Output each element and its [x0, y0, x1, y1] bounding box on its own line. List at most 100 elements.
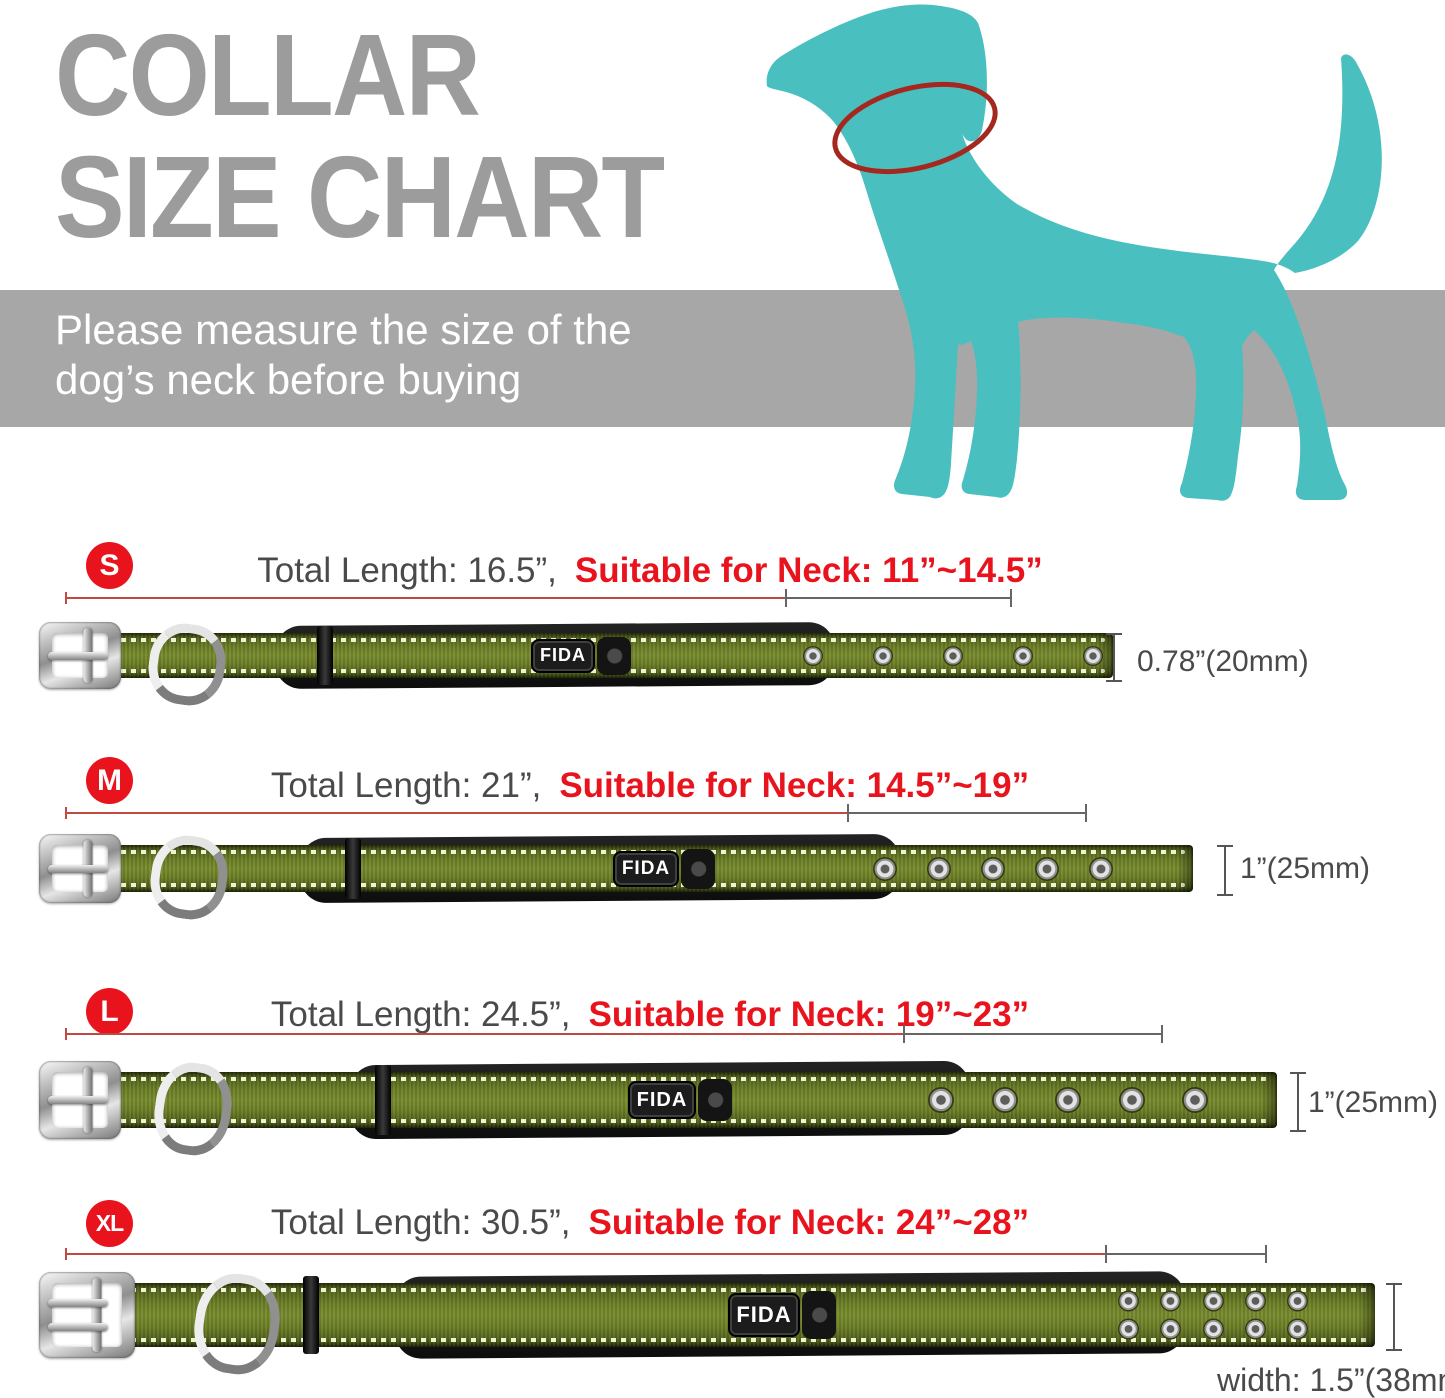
measure-notice-text: Please measure the size of the dog’s nec… — [55, 305, 632, 405]
collar-image-l: FIDA — [39, 1056, 1277, 1160]
collar-loop — [597, 636, 631, 675]
eyelet — [1083, 645, 1103, 666]
neck-range-l: Suitable for Neck: 19”~23” — [588, 995, 1030, 1034]
eyelet — [1202, 1318, 1224, 1340]
reflective-stitch-bottom — [81, 669, 1105, 673]
eyelet — [1055, 1087, 1081, 1113]
reflective-stitch-bottom — [81, 1119, 1269, 1123]
neck-range-line-m — [847, 804, 1087, 822]
size-text-m: Total Length: 21”, Suitable for Neck: 14… — [150, 766, 1150, 806]
width-label-s: 0.78”(20mm) — [1137, 645, 1309, 678]
size-badge-s: S — [86, 542, 133, 589]
width-bracket-xl — [1386, 1283, 1402, 1351]
total-length-line-xl — [65, 1248, 1105, 1260]
page-title: COLLAR SIZE CHART — [55, 10, 665, 262]
measure-notice-line2: dog’s neck before buying — [55, 356, 522, 403]
collar-loop — [698, 1079, 732, 1121]
brand-label: FIDA — [613, 850, 679, 887]
eyelet-row — [803, 645, 1103, 666]
collar-webbing: FIDA — [73, 845, 1193, 892]
page-title-line1: COLLAR — [55, 10, 481, 140]
brand-label: FIDA — [628, 1081, 696, 1119]
total-length-line-m — [65, 807, 847, 819]
collar-keeper — [375, 1065, 391, 1135]
eyelet — [1160, 1290, 1182, 1312]
brand-label: FIDA — [531, 638, 595, 673]
buckle-prong — [48, 864, 108, 873]
eyelet — [1244, 1290, 1266, 1312]
size-text-l: Total Length: 24.5”, Suitable for Neck: … — [150, 995, 1150, 1035]
collar-keeper — [303, 1276, 319, 1354]
width-bracket-s — [1106, 633, 1122, 682]
size-badge-xl: XL — [86, 1200, 133, 1247]
neck-range-line-l — [903, 1025, 1163, 1043]
eyelet — [1013, 645, 1033, 666]
eyelet — [873, 856, 897, 881]
eyelet — [991, 1087, 1018, 1113]
eyelet — [1182, 1087, 1208, 1113]
eyelet — [928, 1087, 954, 1113]
eyelet-holes — [803, 645, 1103, 666]
brand-label-text: FIDA — [736, 1302, 792, 1327]
size-badge-m: M — [86, 757, 133, 804]
total-length-line-s — [65, 592, 785, 604]
eyelet — [1118, 1318, 1139, 1340]
width-label-xl: width: 1.5”(38mm) — [1217, 1362, 1445, 1398]
neck-range-line-s — [785, 589, 1012, 607]
dog-body-shape — [766, 4, 1382, 501]
eyelet-row — [873, 856, 1113, 881]
buckle-prong — [48, 651, 108, 660]
reflective-stitch-top — [81, 1288, 1367, 1292]
reflective-stitch-top — [81, 1077, 1269, 1081]
total-length-m: Total Length: 21”, — [270, 766, 542, 805]
eyelet — [1035, 856, 1059, 881]
brand-label-text: FIDA — [621, 857, 671, 879]
eyelet — [1118, 1290, 1139, 1312]
collar-image-s: FIDA — [39, 617, 1113, 710]
collar-buckle — [39, 1061, 121, 1139]
eyelet — [803, 645, 823, 666]
eyelet-holes — [928, 1087, 1208, 1113]
buckle-prong — [48, 1298, 108, 1307]
buckle-prong — [48, 1323, 108, 1332]
buckle-prong — [48, 1096, 108, 1104]
page-title-line2: SIZE CHART — [55, 132, 665, 262]
width-label-m: 1”(25mm) — [1240, 852, 1371, 885]
eyelet-row — [1118, 1318, 1308, 1340]
collar-buckle — [39, 1272, 135, 1358]
collar-image-xl: FIDA — [39, 1267, 1375, 1380]
reflective-stitch-bottom — [81, 1338, 1367, 1342]
measure-line-l — [65, 1025, 1163, 1043]
neck-range-m: Suitable for Neck: 14.5”~19” — [559, 766, 1030, 805]
total-length-l: Total Length: 24.5”, — [270, 995, 571, 1034]
brand-label-text: FIDA — [636, 1088, 688, 1111]
neck-range-xl: Suitable for Neck: 24”~28” — [588, 1203, 1030, 1242]
eyelet — [873, 645, 893, 666]
eyelet-holes — [873, 856, 1113, 881]
collar-buckle — [39, 622, 121, 689]
collar-loop — [681, 848, 715, 889]
total-length-s: Total Length: 16.5”, — [257, 551, 557, 590]
measure-line-xl — [65, 1245, 1267, 1263]
total-length-line-l — [65, 1028, 903, 1040]
brand-label: FIDA — [728, 1293, 800, 1337]
eyelet — [1287, 1318, 1308, 1340]
eyelet-row — [928, 1087, 1208, 1113]
collar-webbing: FIDA — [73, 633, 1113, 678]
collar-webbing: FIDA — [73, 1072, 1277, 1128]
neck-measure-ring — [832, 81, 998, 175]
eyelet — [943, 645, 963, 666]
collar-buckle — [39, 834, 121, 903]
size-badge-l: L — [86, 988, 133, 1035]
eyelet — [1118, 1087, 1145, 1113]
collar-keeper — [317, 626, 333, 685]
collar-webbing: FIDA — [73, 1283, 1375, 1347]
eyelet-holes — [1118, 1290, 1308, 1340]
collar-image-m: FIDA — [39, 829, 1193, 924]
total-length-xl: Total Length: 30.5”, — [270, 1203, 571, 1242]
size-text-s: Total Length: 16.5”, Suitable for Neck: … — [150, 551, 1150, 591]
size-text-xl: Total Length: 30.5”, Suitable for Neck: … — [150, 1203, 1150, 1243]
eyelet-row — [1118, 1290, 1308, 1312]
neck-range-s: Suitable for Neck: 11”~14.5” — [574, 551, 1043, 590]
